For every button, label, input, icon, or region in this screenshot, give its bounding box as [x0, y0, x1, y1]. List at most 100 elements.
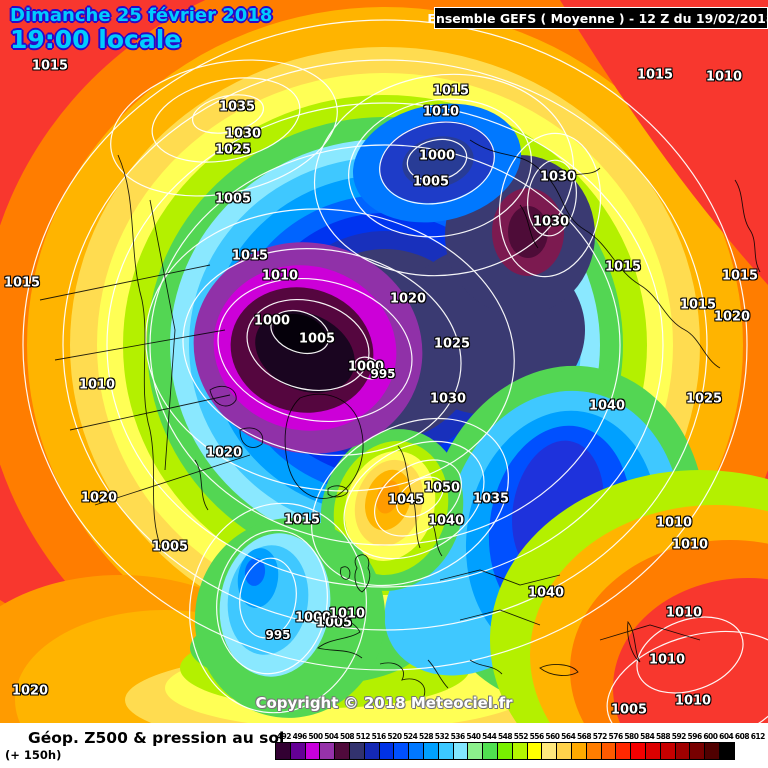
copyright-notice: Copyright © 2018 Meteociel.fr	[255, 694, 513, 712]
isobar-label: 1025	[214, 142, 252, 158]
isobar-contour-lines	[22, 19, 768, 723]
isobar-label: 1045	[387, 492, 425, 508]
datetime-header: Dimanche 25 février 2018 19:00 locale	[10, 6, 272, 53]
legend-value: 496	[292, 732, 308, 741]
isobar-label: 1020	[80, 490, 118, 506]
isobar-label: 995	[265, 628, 291, 642]
legend-swatch	[674, 742, 691, 760]
legend-swatch	[467, 742, 484, 760]
legend-value: 516	[371, 732, 387, 741]
legend-value: 584	[640, 732, 655, 741]
coastlines	[39, 139, 761, 697]
model-run-banner: Ensemble GEFS ( Moyenne ) - 12 Z du 19/0…	[427, 7, 768, 29]
isobar-label: 1040	[588, 398, 626, 414]
legend-value: 568	[576, 732, 592, 741]
legend-value: 576	[608, 732, 624, 741]
legend-value: 564	[561, 732, 576, 741]
isobar-label: 1015	[3, 275, 41, 291]
legend-swatch	[496, 742, 513, 760]
isobar-label: 1000	[347, 359, 385, 375]
legend-value: 500	[308, 732, 323, 741]
legend-value: 524	[403, 732, 418, 741]
legend-swatch	[511, 742, 528, 760]
color-scale-values: 492 496 500 504 508 512 516 520 524 528 532 536 540 5…	[276, 732, 766, 741]
legend-value: 604	[719, 732, 734, 741]
legend-swatch	[452, 742, 469, 760]
legend-value: 552	[513, 732, 529, 741]
legend-swatch	[334, 742, 350, 760]
isobar-label: 1030	[532, 214, 570, 230]
isobar-label: 1010	[261, 268, 299, 284]
legend-value: 556	[529, 732, 545, 741]
legend-swatch	[363, 742, 380, 760]
legend-panel: Géop. Z500 & pression au sol (+ 150h) 49…	[0, 723, 768, 768]
legend-swatch	[585, 742, 602, 760]
legend-swatch	[689, 742, 706, 760]
isobar-label: 1005	[214, 191, 252, 207]
legend-value: 588	[655, 732, 671, 741]
isobar-label: 1015	[31, 58, 69, 74]
legend-value: 540	[466, 732, 481, 741]
legend-swatch	[482, 742, 498, 760]
isobar-label: 1020	[205, 445, 243, 461]
legend-swatch	[659, 742, 676, 760]
isobar-label: 1005	[315, 615, 353, 631]
legend-swatch	[570, 742, 587, 760]
isobar-label: 1005	[298, 331, 336, 347]
isobar-label: 1035	[218, 99, 256, 115]
isobar-label: 1015	[604, 259, 642, 275]
legend-value: 512	[355, 732, 371, 741]
isobar-label: 1025	[685, 391, 723, 407]
isobar-label: 1010	[648, 652, 686, 668]
isobar-label: 1015	[679, 297, 717, 313]
isobar-label: 1010	[78, 377, 116, 393]
legend-swatch	[704, 742, 720, 760]
legend-value: 528	[418, 732, 434, 741]
legend-value: 536	[450, 732, 466, 741]
isobar-label: 1040	[427, 513, 465, 529]
isobar-label: 1020	[389, 291, 427, 307]
isobar-label: 995	[370, 367, 396, 381]
isobar-label: 1005	[151, 539, 189, 555]
legend-value: 560	[545, 732, 560, 741]
legend-swatch	[615, 742, 632, 760]
legend-swatch	[289, 742, 306, 760]
isobar-label: 1015	[283, 512, 321, 528]
isobar-label: 1010	[671, 537, 709, 553]
legend-swatch	[319, 742, 336, 760]
legend-value: 592	[671, 732, 687, 741]
isobar-label: 1010	[328, 606, 366, 622]
legend-value: 504	[324, 732, 339, 741]
legend-value: 600	[703, 732, 718, 741]
isobar-label: 1020	[11, 683, 49, 699]
isobar-label: 1010	[655, 515, 693, 531]
isobar-label: 1025	[433, 336, 471, 352]
legend-value: 548	[497, 732, 513, 741]
legend-swatch	[556, 742, 572, 760]
legend-value: 492	[276, 732, 292, 741]
legend-swatch	[437, 742, 454, 760]
legend-swatch	[541, 742, 558, 760]
legend-swatch	[630, 742, 646, 760]
isobar-label: 1010	[705, 69, 743, 85]
isobar-label: 1030	[224, 126, 262, 142]
forecast-lead-time: (+ 150h)	[5, 748, 62, 762]
legend-value: 572	[592, 732, 608, 741]
legend-value: 532	[434, 732, 450, 741]
isobar-label: 1010	[422, 104, 460, 120]
isobar-label: 1000	[418, 148, 456, 164]
legend-swatch	[526, 742, 543, 760]
color-scale-legend: 492 496 500 504 508 512 516 520 524 528 532 536 540 5…	[275, 732, 766, 760]
legend-swatch	[422, 742, 439, 760]
pressure-map	[0, 0, 768, 723]
legend-value: 596	[687, 732, 703, 741]
legend-value: 612	[750, 732, 766, 741]
color-scale-swatches	[275, 742, 766, 760]
geopotential-color-bands	[0, 0, 768, 723]
date-label: Dimanche 25 février 2018	[10, 5, 273, 26]
legend-value: 508	[340, 732, 355, 741]
isobar-label: 1000	[294, 610, 332, 626]
legend-swatch	[275, 742, 291, 760]
legend-swatch	[644, 742, 661, 760]
